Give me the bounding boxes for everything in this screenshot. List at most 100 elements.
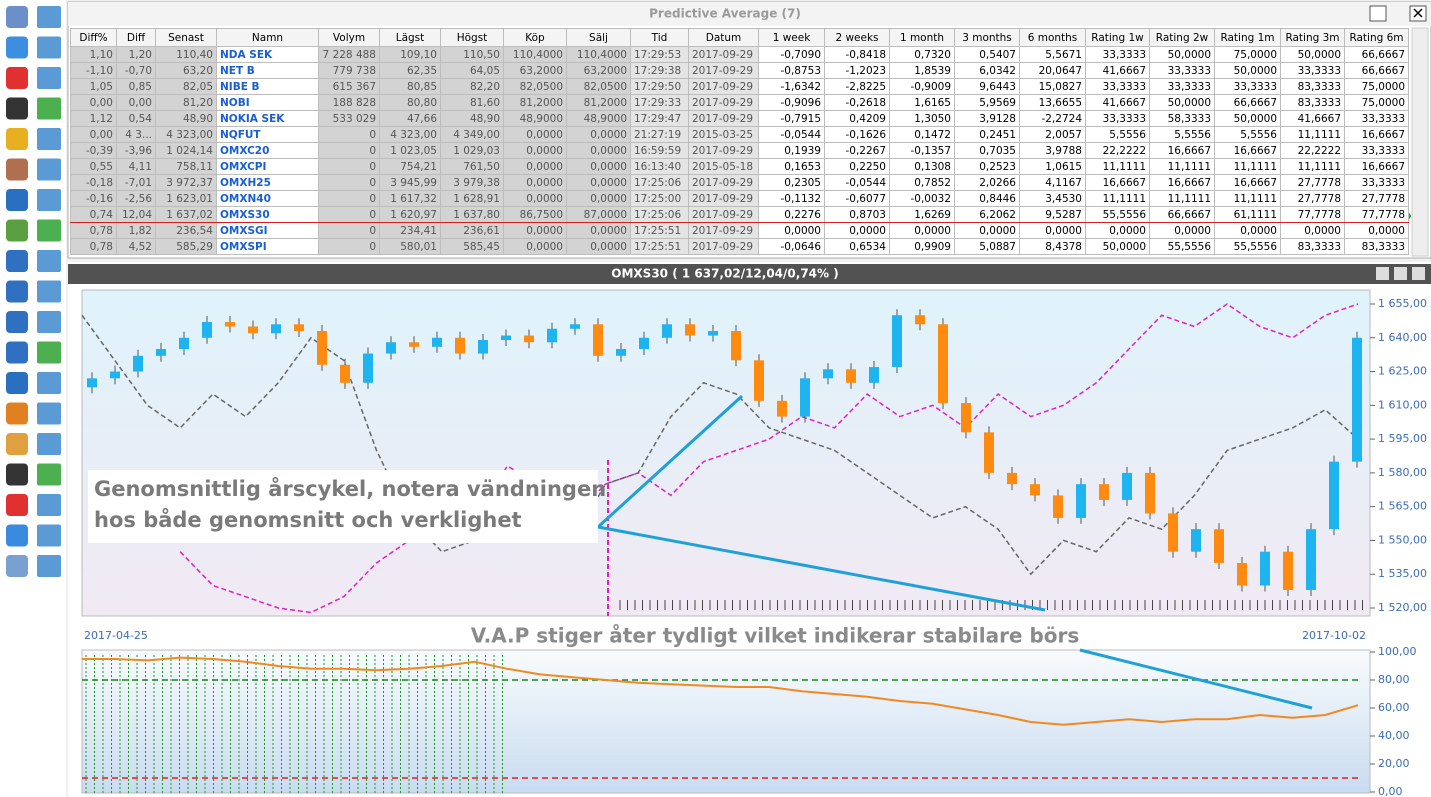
cell[interactable]: 86,7500 xyxy=(503,206,567,223)
column-header[interactable]: Senast xyxy=(155,28,217,47)
cell[interactable]: 110,40 xyxy=(155,46,217,63)
cell[interactable]: 15,0827 xyxy=(1019,78,1086,95)
cell[interactable]: 17:25:51 xyxy=(630,222,689,239)
cell[interactable]: 779 738 xyxy=(318,62,380,79)
cell[interactable]: 55,5556 xyxy=(1214,238,1281,255)
cell[interactable]: 0,0000 xyxy=(503,222,567,239)
cell[interactable]: 17:25:06 xyxy=(630,174,689,191)
symbol-cell[interactable]: NIBE B xyxy=(216,78,319,95)
cell[interactable]: 2017-09-29 xyxy=(688,190,759,207)
cell[interactable]: 0,0000 xyxy=(566,142,631,159)
cell[interactable]: 1,82 xyxy=(116,222,156,239)
cell[interactable]: 83,3333 xyxy=(1280,78,1345,95)
tool-icon[interactable] xyxy=(6,67,28,89)
tool-icon[interactable] xyxy=(37,67,61,89)
cell[interactable]: 0 xyxy=(318,206,380,223)
cell[interactable]: 0,0000 xyxy=(1019,222,1086,239)
cell[interactable]: 1,10 xyxy=(70,46,117,63)
cell[interactable]: 2017-09-29 xyxy=(688,206,759,223)
cell[interactable]: 3 972,37 xyxy=(155,174,217,191)
cell[interactable]: -0,9096 xyxy=(758,94,825,111)
cell[interactable]: -0,6077 xyxy=(824,190,890,207)
cell[interactable]: 16,6667 xyxy=(1214,174,1281,191)
cell[interactable]: 63,20 xyxy=(155,62,217,79)
symbol-cell[interactable]: NOKIA SEK xyxy=(216,110,319,127)
cell[interactable]: 0,0000 xyxy=(503,142,567,159)
cell[interactable]: 236,54 xyxy=(155,222,217,239)
cell[interactable]: 110,4000 xyxy=(566,46,631,63)
cell[interactable]: 82,20 xyxy=(440,78,504,95)
cell[interactable]: 80,85 xyxy=(379,78,441,95)
cell[interactable]: 234,41 xyxy=(379,222,441,239)
cell[interactable]: 11,1111 xyxy=(1214,158,1281,175)
cell[interactable]: 66,6667 xyxy=(1214,94,1281,111)
cell[interactable]: 0,0000 xyxy=(503,174,567,191)
tool-icon[interactable] xyxy=(37,97,61,120)
cell[interactable]: 0,0000 xyxy=(566,238,631,255)
cell[interactable]: 33,3333 xyxy=(1280,62,1345,79)
symbol-cell[interactable]: NOBI xyxy=(216,94,319,111)
cell[interactable]: 1 637,80 xyxy=(440,206,504,223)
cell[interactable]: 0,0000 xyxy=(503,190,567,207)
cell[interactable]: -0,0032 xyxy=(889,190,955,207)
symbol-cell[interactable]: OMXH25 xyxy=(216,174,319,191)
column-header[interactable]: Lägst xyxy=(379,28,441,47)
cell[interactable]: 3,4530 xyxy=(1019,190,1086,207)
cell[interactable]: 3,9788 xyxy=(1019,142,1086,159)
cell[interactable]: 0,1472 xyxy=(889,126,955,143)
tool-icon[interactable] xyxy=(6,524,28,547)
cell[interactable]: 13,6655 xyxy=(1019,94,1086,111)
cell[interactable]: 41,6667 xyxy=(1280,110,1345,127)
cell[interactable]: 0,1308 xyxy=(889,158,955,175)
tool-icon[interactable] xyxy=(6,97,28,120)
cell[interactable]: 0,2305 xyxy=(758,174,825,191)
tool-icon[interactable] xyxy=(6,463,28,486)
cell[interactable]: 16,6667 xyxy=(1085,174,1150,191)
cell[interactable]: 48,90 xyxy=(440,110,504,127)
cell[interactable]: 75,0000 xyxy=(1344,78,1409,95)
cell[interactable]: 3 945,99 xyxy=(379,174,441,191)
cell[interactable]: 17:29:47 xyxy=(630,110,689,127)
column-header[interactable]: Högst xyxy=(440,28,504,47)
cell[interactable]: 50,0000 xyxy=(1149,94,1215,111)
tool-icon[interactable] xyxy=(6,402,28,425)
cell[interactable]: 0,78 xyxy=(70,238,117,255)
cell[interactable]: 236,61 xyxy=(440,222,504,239)
tool-icon[interactable] xyxy=(37,128,61,150)
cell[interactable]: 4,11 xyxy=(116,158,156,175)
cell[interactable]: 109,10 xyxy=(379,46,441,63)
cell[interactable]: -1,6342 xyxy=(758,78,825,95)
cell[interactable]: 1,6269 xyxy=(889,206,955,223)
cell[interactable]: 33,3333 xyxy=(1085,46,1150,63)
cell[interactable]: 20,0647 xyxy=(1019,62,1086,79)
tool-icon[interactable] xyxy=(37,433,61,455)
cell[interactable]: 81,2000 xyxy=(566,94,631,111)
cell[interactable]: 75,0000 xyxy=(1214,46,1281,63)
cell[interactable]: 0,00 xyxy=(116,94,156,111)
tool-icon[interactable] xyxy=(37,341,61,364)
cell[interactable]: 1 024,14 xyxy=(155,142,217,159)
cell[interactable]: 0 xyxy=(318,190,380,207)
cell[interactable]: 580,01 xyxy=(379,238,441,255)
tool-icon[interactable] xyxy=(6,494,28,516)
cell[interactable]: 0,0000 xyxy=(566,126,631,143)
cell[interactable]: 47,66 xyxy=(379,110,441,127)
tool-icon[interactable] xyxy=(6,280,28,303)
cell[interactable]: 27,7778 xyxy=(1280,190,1345,207)
symbol-cell[interactable]: NQFUT xyxy=(216,126,319,143)
cell[interactable]: 0,0000 xyxy=(566,158,631,175)
cell[interactable]: 66,6667 xyxy=(1344,62,1409,79)
cell[interactable]: 0,0000 xyxy=(1344,222,1409,239)
cell[interactable]: 48,9000 xyxy=(566,110,631,127)
cell[interactable]: 80,80 xyxy=(379,94,441,111)
cell[interactable]: 50,0000 xyxy=(1085,238,1150,255)
cell[interactable]: 63,2000 xyxy=(503,62,567,79)
cell[interactable]: -0,8418 xyxy=(824,46,890,63)
tool-icon[interactable] xyxy=(37,311,61,333)
cell[interactable]: 50,0000 xyxy=(1149,46,1215,63)
cell[interactable]: 11,1111 xyxy=(1085,190,1150,207)
cell[interactable]: 1 637,02 xyxy=(155,206,217,223)
cell[interactable]: 48,9000 xyxy=(503,110,567,127)
column-header[interactable]: 3 months xyxy=(954,28,1020,47)
cell[interactable]: -0,39 xyxy=(70,142,117,159)
